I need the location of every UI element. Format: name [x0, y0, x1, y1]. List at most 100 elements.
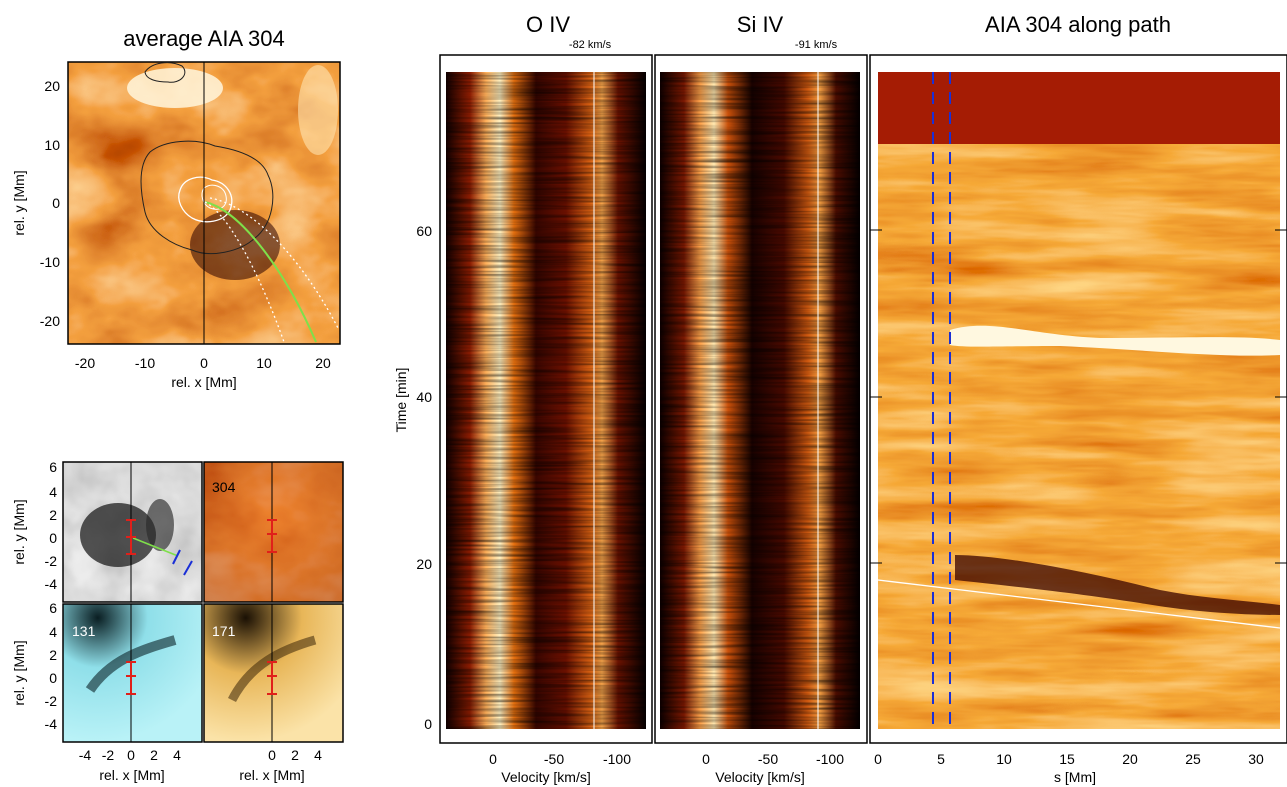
path-white-track: [877, 579, 1281, 629]
inset-frame: [62, 603, 203, 743]
path-xtick: 0: [874, 751, 882, 767]
oiv-xtick: -50: [544, 751, 564, 767]
inset-ytick: 0: [49, 670, 57, 686]
avg-path-left: [204, 201, 285, 343]
oiv-ylabel: Time [min]: [393, 368, 409, 433]
oiv-yticks: 60 40 20 0: [416, 223, 432, 732]
oiv-streaks: [446, 72, 646, 729]
inset-xticks-right: 0 2 4: [268, 747, 322, 763]
inset-131-label: 131: [72, 623, 96, 639]
avg-xtick: 0: [200, 355, 208, 371]
inset-ytick: 6: [49, 600, 57, 616]
inset-ytick: -2: [45, 693, 58, 709]
siiv-velocity-label: -91 km/s: [795, 39, 838, 51]
inset-304-label: 304: [212, 479, 236, 495]
oiv-ytick: 40: [416, 389, 432, 405]
inset-gray-blue-mark2: [183, 560, 193, 576]
avg-ytick: -20: [40, 313, 60, 329]
inset-xtick: -2: [102, 747, 115, 763]
avg-panel: average AIA 304 -20 -10 0 10 20 20 10 0 …: [11, 26, 341, 390]
inset-ytick: 0: [49, 530, 57, 546]
inset-ytick: -4: [45, 716, 58, 732]
inset-frame: [203, 603, 344, 743]
avg-xlabel: rel. x [Mm]: [171, 374, 236, 390]
path-frame: [869, 54, 1287, 744]
avg-ytick: -10: [40, 254, 60, 270]
inset-ylabel-top: rel. y [Mm]: [11, 499, 27, 564]
inset-171-dark-loop: [227, 635, 317, 703]
avg-bright-patch-right: [298, 65, 338, 155]
inset-xticks-left: -4 -2 0 2 4: [79, 747, 181, 763]
oiv-velocity-label: -82 km/s: [569, 39, 612, 51]
inset-frame: [62, 461, 203, 603]
inset-xtick: 2: [291, 747, 299, 763]
inset-ytick: 4: [49, 484, 57, 500]
inset-ylabel-bottom: rel. y [Mm]: [11, 640, 27, 705]
oiv-xticks: 0 -50 -100: [489, 751, 631, 767]
avg-ytick: 10: [44, 137, 60, 153]
avg-xtick: -10: [135, 355, 155, 371]
inset-304-texture: [204, 462, 343, 602]
oiv-ytick: 60: [416, 223, 432, 239]
siiv-frame: [654, 54, 868, 744]
inset-gray-dark2: [146, 499, 174, 551]
path-xtick: 25: [1185, 751, 1201, 767]
inset-xtick: -4: [79, 747, 92, 763]
inset-ytick: 4: [49, 624, 57, 640]
avg-dark-region: [190, 210, 280, 280]
inset-ytick: 2: [49, 647, 57, 663]
avg-contour-top: [144, 62, 186, 83]
inset-yticks-bottom: 6 4 2 0 -2 -4: [45, 600, 58, 732]
path-panel: AIA 304 along path 0 5 10 15 20 25 30 s …: [869, 12, 1287, 785]
oiv-ytick: 0: [424, 716, 432, 732]
avg-xticks: -20 -10 0 10 20: [75, 355, 331, 371]
path-image: [878, 144, 1280, 729]
siiv-xtick: -100: [816, 751, 844, 767]
siiv-xtick: 0: [702, 751, 710, 767]
path-bright-flare: [950, 325, 1280, 356]
path-xtick: 5: [937, 751, 945, 767]
avg-contour-inner: [178, 176, 233, 223]
avg-path-center: [204, 201, 317, 343]
inset-frame: [203, 461, 344, 603]
inset-171-image: [204, 604, 343, 742]
inset-171-label: 171: [212, 623, 236, 639]
avg-xtick: 20: [315, 355, 331, 371]
inset-ytick: -2: [45, 553, 58, 569]
inset-grid: 304 131 171 6 4 2 0 -2 -4: [11, 459, 344, 783]
avg-bright-patch: [127, 68, 223, 108]
oiv-frame: [439, 54, 653, 744]
oiv-xlabel: Velocity [km/s]: [501, 769, 590, 785]
inset-xtick: 2: [150, 747, 158, 763]
oiv-title: O IV: [526, 12, 570, 37]
inset-ytick: 6: [49, 459, 57, 475]
inset-gray-dark: [80, 503, 156, 567]
inset-xtick: 0: [268, 747, 276, 763]
inset-xtick: 4: [314, 747, 322, 763]
avg-contour-inner2: [201, 184, 227, 210]
siiv-xticks: 0 -50 -100: [702, 751, 844, 767]
siiv-xlabel: Velocity [km/s]: [715, 769, 804, 785]
avg-title: average AIA 304: [123, 26, 284, 51]
inset-131-image: [63, 604, 202, 742]
avg-ylabel: rel. y [Mm]: [11, 170, 27, 235]
avg-yticks: 20 10 0 -10 -20: [40, 78, 60, 329]
path-title: AIA 304 along path: [985, 12, 1171, 37]
inset-xlabel-right: rel. x [Mm]: [239, 767, 304, 783]
path-xlabel: s [Mm]: [1054, 769, 1096, 785]
inset-gray-green-path: [132, 537, 179, 557]
oiv-panel: O IV -82 km/s 60 40 20 0 0 -50 -100 Velo…: [393, 12, 653, 785]
inset-ytick: 2: [49, 507, 57, 523]
siiv-title: Si IV: [737, 12, 784, 37]
inset-131-dark-loop: [85, 635, 177, 693]
path-xtick: 30: [1248, 751, 1264, 767]
siiv-panel: Si IV -91 km/s 0 -50 -100 Velocity [km/s…: [654, 12, 868, 785]
inset-gray-blue-mark1: [172, 549, 181, 565]
inset-red-markers: [126, 519, 277, 695]
avg-xtick: 10: [256, 355, 272, 371]
inset-yticks-top: 6 4 2 0 -2 -4: [45, 459, 58, 592]
path-dark-band: [955, 555, 1280, 615]
path-xticks: 0 5 10 15 20 25 30: [874, 751, 1264, 767]
path-xtick: 15: [1059, 751, 1075, 767]
